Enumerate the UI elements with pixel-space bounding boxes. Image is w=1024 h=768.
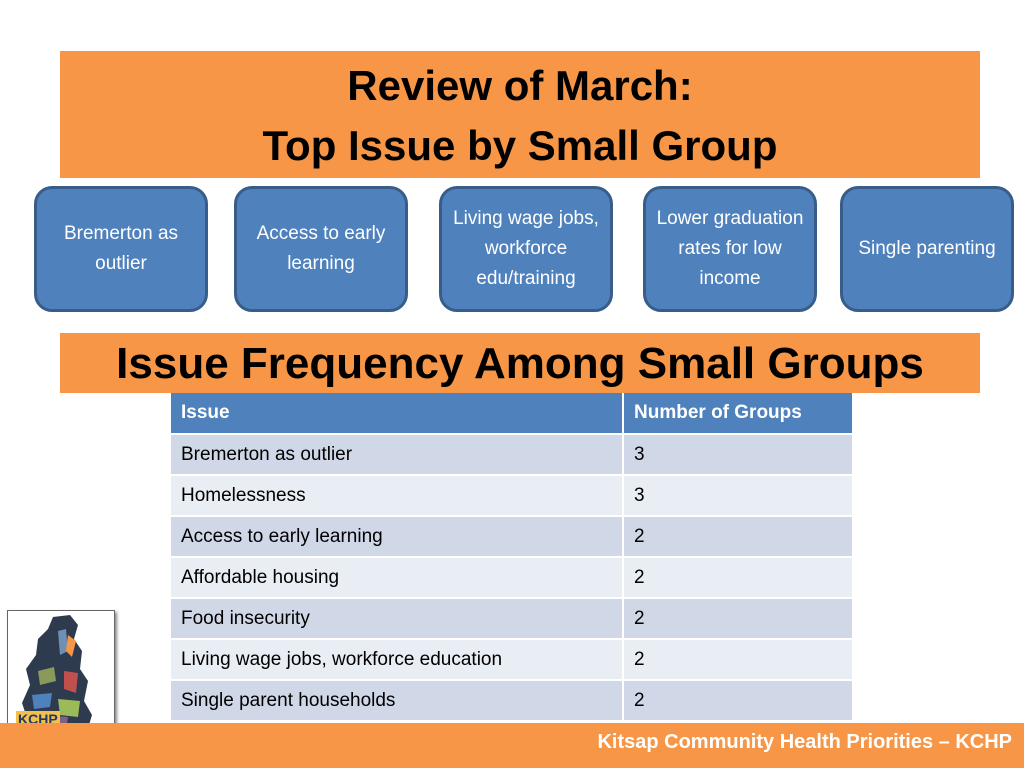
header-issue: Issue: [171, 393, 624, 435]
issue-cell: Bremerton as outlier: [171, 434, 624, 476]
issue-cell: Single parent households: [171, 680, 624, 722]
slide-title-line-2: Top Issue by Small Group: [262, 122, 778, 169]
header-number-of-groups: Number of Groups: [623, 393, 854, 435]
issue-frequency-table: Issue Number of Groups Bremerton as outl…: [171, 393, 854, 722]
issue-cell: Living wage jobs, workforce education: [171, 639, 624, 681]
issue-cell: Affordable housing: [171, 557, 624, 599]
table-row: Affordable housing 2: [171, 557, 854, 599]
count-cell: 3: [623, 475, 854, 517]
footer-bar: Kitsap Community Health Priorities – KCH…: [0, 723, 1024, 768]
table-row: Homelessness 3: [171, 475, 854, 517]
table-row: Access to early learning 2: [171, 516, 854, 558]
group-box-early-learning: Access to early learning: [234, 186, 408, 312]
kchp-logo: KCHP: [7, 610, 115, 740]
table-row: Living wage jobs, workforce education 2: [171, 639, 854, 681]
count-cell: 2: [623, 639, 854, 681]
issue-cell: Homelessness: [171, 475, 624, 517]
table-row: Single parent households 2: [171, 680, 854, 722]
title-banner: Review of March: Top Issue by Small Grou…: [60, 51, 980, 178]
table-row: Food insecurity 2: [171, 598, 854, 640]
group-box-graduation: Lower graduation rates for low income: [643, 186, 817, 312]
count-cell: 2: [623, 680, 854, 722]
slide-title-line-1: Review of March:: [347, 62, 693, 109]
table-row: Bremerton as outlier 3: [171, 434, 854, 476]
group-box-bremerton: Bremerton as outlier: [34, 186, 208, 312]
section-subtitle: Issue Frequency Among Small Groups: [116, 339, 924, 388]
table-header-row: Issue Number of Groups: [171, 393, 854, 435]
issue-cell: Food insecurity: [171, 598, 624, 640]
count-cell: 3: [623, 434, 854, 476]
count-cell: 2: [623, 516, 854, 558]
count-cell: 2: [623, 557, 854, 599]
top-issue-groups: Bremerton as outlier Access to early lea…: [0, 186, 1024, 316]
group-box-living-wage: Living wage jobs, workforce edu/training: [439, 186, 613, 312]
count-cell: 2: [623, 598, 854, 640]
footer-text: Kitsap Community Health Priorities – KCH…: [597, 731, 1012, 753]
issue-cell: Access to early learning: [171, 516, 624, 558]
group-box-single-parenting: Single parenting: [840, 186, 1014, 312]
subtitle-banner: Issue Frequency Among Small Groups: [60, 333, 980, 393]
